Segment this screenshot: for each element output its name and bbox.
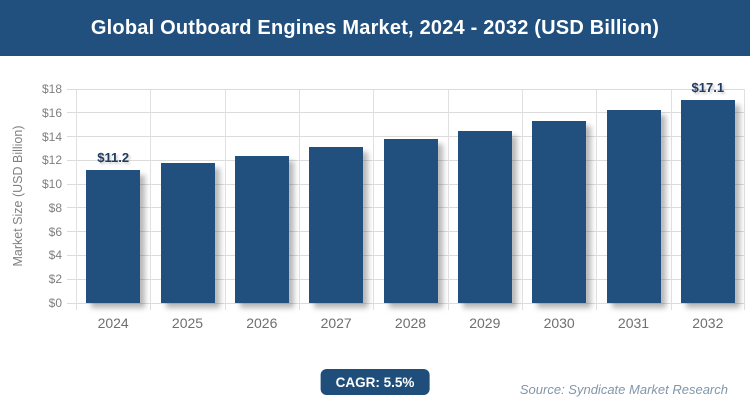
x-axis-label-2025: 2025 (171, 315, 204, 331)
v-gridline (373, 89, 375, 310)
h-gridline (67, 88, 745, 90)
bar-value-label-2024: $11.2 (97, 149, 130, 165)
h-gridline (67, 112, 745, 114)
bar-2029 (457, 130, 512, 303)
x-axis-label-2026: 2026 (246, 315, 278, 331)
v-gridline (76, 89, 77, 310)
bar-2027 (309, 147, 364, 303)
y-axis-tick-label: $18 (41, 82, 62, 96)
bar-2031 (606, 110, 661, 303)
h-gridline (67, 136, 745, 138)
y-axis-tick-labels: $0 $2 $4 $6 $8 $10 $12 $14 $16 $18 (0, 82, 62, 310)
v-gridline (150, 89, 152, 310)
bar-2028 (383, 138, 438, 303)
y-axis-tick-label: $12 (41, 153, 62, 168)
y-axis-tick-label: $0 (48, 296, 62, 310)
v-gridline (522, 89, 523, 310)
y-axis-tick-label: $8 (48, 200, 62, 215)
y-axis-tick-label: $14 (41, 129, 62, 144)
x-axis-label-2032: 2032 (692, 315, 724, 331)
v-gridline (447, 89, 449, 310)
chart-title-bar: Global Outboard Engines Market, 2024 - 2… (0, 0, 750, 56)
source-credit: Source: Syndicate Market Research (519, 382, 728, 397)
plot-area: $11.2 2024 2025 2026 2027 2028 2029 2030 2031 $17… (67, 80, 745, 331)
cagr-badge: CAGR: 5.5% (320, 369, 430, 395)
x-axis-label-2028: 2028 (394, 315, 427, 331)
x-axis-label-2029: 2029 (469, 315, 501, 331)
bar-2025 (160, 162, 215, 303)
bar-2024 (86, 169, 141, 303)
v-gridline (744, 89, 745, 310)
x-axis-label-2030: 2030 (543, 315, 575, 331)
y-axis-tick-label: $10 (41, 177, 62, 192)
chart-title: Global Outboard Engines Market, 2024 - 2… (90, 16, 660, 39)
v-gridline (224, 89, 226, 310)
y-axis-tick-label: $2 (48, 272, 62, 287)
v-gridline (299, 89, 300, 310)
bar-2030 (532, 121, 587, 303)
h-gridline (67, 302, 745, 304)
v-gridline (596, 89, 598, 310)
x-axis-label-2024: 2024 (97, 315, 129, 331)
bar-2032 (680, 99, 735, 303)
y-axis-tick-label: $6 (48, 224, 62, 239)
x-axis-label-2027: 2027 (320, 315, 352, 331)
bar-2026 (234, 155, 289, 303)
v-gridline (670, 89, 672, 310)
y-axis-tick-label: $16 (41, 105, 62, 120)
x-axis-label-2031: 2031 (617, 315, 650, 331)
y-axis-tick-label: $4 (48, 248, 62, 263)
bar-value-label-2032: $17.1 (691, 79, 725, 95)
